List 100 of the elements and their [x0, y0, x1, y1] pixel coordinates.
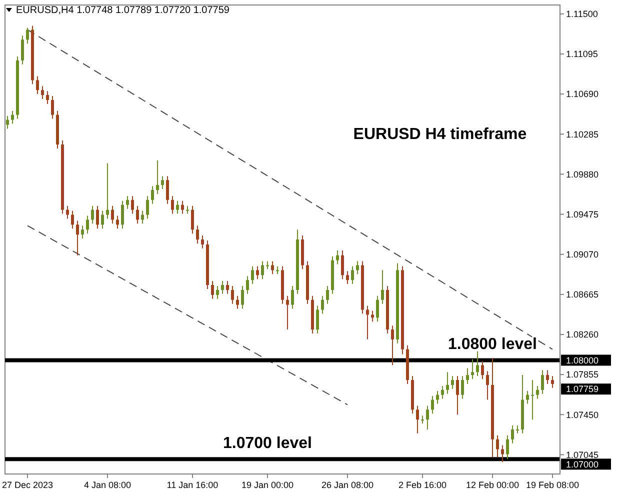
candlestick: [51, 96, 54, 120]
candlestick: [441, 385, 444, 400]
y-tick-label: 1.07045: [566, 450, 599, 460]
candlestick: [26, 27, 29, 44]
candlestick: [271, 260, 274, 275]
candlestick: [446, 372, 449, 394]
x-tick-label: 12 Feb 00:00: [466, 480, 520, 490]
candlestick: [321, 295, 324, 314]
candlestick: [36, 76, 39, 95]
candlestick: [511, 425, 514, 444]
candlestick: [11, 110, 14, 124]
candlestick: [526, 390, 529, 404]
candlestick: [256, 266, 259, 280]
y-tick-label: 1.09070: [566, 249, 599, 260]
x-tick-label: 11 Jan 16:00: [166, 480, 218, 490]
candlestick: [176, 200, 179, 214]
candlestick: [231, 286, 234, 304]
annotation: 1.0800 level: [448, 336, 537, 354]
candlestick: [356, 260, 359, 275]
candlestick: [416, 405, 419, 434]
candlestick: [431, 395, 434, 414]
candlestick: [216, 286, 219, 300]
candlestick: [116, 215, 119, 230]
candlestick: [46, 90, 49, 104]
candlestick: [261, 260, 264, 280]
candlestick: [141, 210, 144, 224]
candlestick: [76, 220, 79, 256]
candlestick: [106, 162, 109, 220]
candlestick: [226, 280, 229, 294]
candlestick: [501, 444, 504, 463]
candlestick: [246, 276, 249, 294]
candlestick: [506, 434, 509, 460]
candlestick: [21, 35, 24, 65]
candlestick: [481, 360, 484, 380]
y-tick-label: 1.08000: [566, 355, 599, 366]
candlestick: [201, 235, 204, 249]
candlestick: [286, 295, 289, 330]
candlestick: [326, 286, 329, 304]
candlestick: [461, 376, 464, 400]
candlestick: [126, 195, 129, 210]
candlestick: [236, 295, 239, 310]
x-tick-label: 19 Jan 00:00: [241, 480, 294, 490]
candlestick: [101, 210, 104, 230]
candlestick: [191, 205, 194, 234]
candlestick: [471, 358, 474, 380]
candlestick: [111, 205, 114, 224]
y-tick-label: 1.10285: [566, 129, 599, 140]
candlestick: [96, 205, 99, 230]
candlestick: [436, 390, 439, 404]
candlestick: [336, 250, 339, 265]
candlestick: [211, 280, 214, 300]
candlestick: [316, 305, 319, 334]
candlestick: [121, 200, 124, 230]
candlestick: [346, 270, 349, 285]
candlestick: [366, 305, 369, 340]
y-tick-label: 1.08260: [566, 330, 599, 340]
candlestick: [151, 186, 154, 204]
y-tick-label: 1.11500: [566, 9, 598, 20]
candlestick: [166, 176, 169, 204]
candlestick: [351, 266, 354, 285]
candlestick: [71, 210, 74, 230]
candlestick: [86, 215, 89, 234]
candlestick: [486, 370, 489, 400]
candlestick: [221, 280, 224, 294]
candlestick: [196, 225, 199, 244]
candlestick: [91, 205, 94, 224]
annotation: EURUSD H4 timeframe: [353, 126, 527, 143]
candlestick: [376, 295, 379, 322]
x-tick-label: 26 Jan 08:00: [321, 480, 374, 490]
candlestick: [146, 195, 149, 220]
candlestick: [451, 376, 454, 390]
candlestick: [136, 205, 139, 224]
y-tick-label: 1.07450: [566, 410, 599, 420]
y-tick-label: 1.09880: [566, 169, 599, 180]
x-tick-label: 2 Feb 16:00: [398, 480, 447, 490]
candlestick: [426, 405, 429, 430]
x-tick-label: 19 Feb 08:00: [526, 480, 580, 490]
candlestick: [181, 200, 184, 214]
candlestick: [551, 376, 554, 388]
y-tick-label: 1.07855: [566, 370, 599, 380]
candlestick: [546, 370, 549, 384]
y-tick-label: 1.10690: [566, 89, 599, 100]
candlestick: [341, 250, 344, 280]
candlestick: [131, 195, 134, 214]
x-tick-label: 4 Jan 08:00: [84, 480, 132, 490]
candlestick: [541, 370, 544, 394]
candlestick: [381, 270, 384, 304]
candlestick: [371, 310, 374, 322]
candlestick: [161, 176, 164, 190]
candlestick: [291, 286, 294, 310]
chart-title: EURUSD,H4 1.07748 1.07789 1.07720 1.07759: [16, 5, 230, 16]
y-tick-label: 1.07759: [566, 384, 599, 394]
candlestick: [536, 385, 539, 400]
candlestick: [66, 205, 69, 220]
y-tick-label: 1.09475: [566, 209, 599, 220]
y-tick-label: 1.11095: [566, 49, 598, 60]
x-tick-label: 27 Dec 2023: [2, 480, 54, 490]
candlestick: [466, 368, 469, 384]
candlestick: [456, 376, 459, 416]
candlestick: [531, 380, 534, 420]
